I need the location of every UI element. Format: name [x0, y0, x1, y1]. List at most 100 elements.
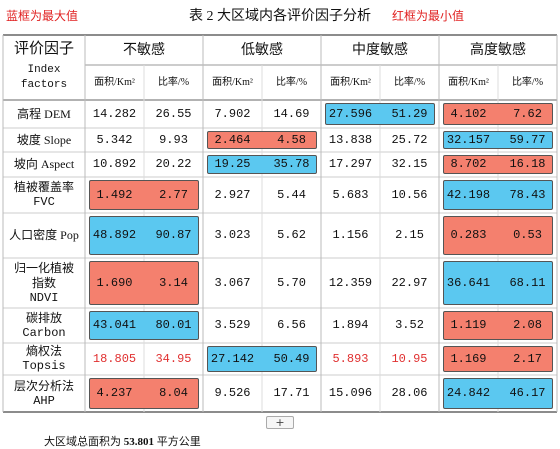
value-cell: 32.15	[391, 157, 428, 171]
group-header: 中度敏感	[352, 42, 408, 58]
factor-line: FVC	[33, 195, 55, 209]
highlight-box	[89, 261, 199, 305]
value-cell: 7.902	[214, 106, 251, 121]
value-cell: 27.142	[210, 351, 255, 366]
value-cell: 0.53	[513, 228, 542, 242]
factor-line: Carbon	[22, 325, 66, 340]
value-cell: 48.892	[92, 228, 137, 242]
value-cell: 2.08	[513, 318, 542, 332]
expand-button[interactable]: +	[266, 416, 294, 429]
highlight-box	[443, 378, 553, 409]
value-cell: 24.842	[446, 386, 491, 400]
footer-suffix: 平方公里	[156, 436, 201, 448]
value-cell: 26.55	[155, 106, 192, 121]
value-cell: 17.71	[273, 386, 310, 400]
value-cell: 3.52	[395, 318, 424, 332]
sub-header: 面积/Km²	[212, 77, 253, 88]
value-cell: 32.157	[446, 132, 491, 147]
value-cell: 12.359	[328, 275, 373, 290]
value-cell: 2.927	[214, 187, 251, 202]
value-cell: 2.17	[513, 351, 542, 366]
highlight-box	[207, 131, 317, 149]
factor-line: 碳排放	[25, 310, 62, 325]
sub-header: 比率/%	[511, 77, 544, 88]
factor-line: 坡度 Slope	[16, 132, 72, 147]
factor-header: 评价因子 Index factors	[3, 35, 85, 100]
value-cell: 15.096	[328, 386, 373, 400]
value-cell: 2.77	[159, 187, 188, 202]
factor-header-cn: 评价因子	[13, 41, 74, 57]
value-cell: 50.49	[273, 351, 310, 366]
factor-line: NDVI	[29, 290, 59, 305]
value-cell: 8.702	[450, 157, 487, 171]
value-cell: 19.25	[214, 157, 251, 171]
value-cell: 4.102	[450, 106, 487, 121]
value-cell: 3.14	[159, 275, 188, 290]
sub-header: 面积/Km²	[448, 77, 489, 88]
footer: 大区域总面积为 53.801 平方公里	[44, 433, 201, 449]
value-cell: 90.87	[155, 228, 192, 242]
highlight-box	[325, 103, 435, 125]
highlight-box	[443, 103, 553, 125]
factor-cell: 层次分析法 AHP	[3, 375, 85, 412]
value-cell: 8.04	[159, 386, 188, 400]
value-cell: 2.464	[214, 132, 251, 147]
highlight-box	[89, 311, 199, 340]
value-cell: 27.596	[328, 106, 373, 121]
value-cell: 1.690	[96, 275, 133, 290]
value-cell: 5.683	[332, 187, 369, 202]
value-cell: 5.62	[277, 228, 306, 242]
highlight-box	[443, 216, 553, 255]
group-header: 低敏感	[241, 42, 283, 58]
factor-cell: 坡度 Slope	[3, 128, 85, 152]
sub-header: 比率/%	[275, 77, 308, 88]
factor-cell: 归一化植被 指数 NDVI	[3, 258, 85, 308]
highlight-box	[443, 155, 553, 174]
value-cell: 10.56	[391, 187, 428, 202]
factor-line: 层次分析法	[13, 378, 74, 393]
value-cell: 2.15	[395, 228, 424, 242]
value-cell: 36.641	[446, 275, 491, 290]
sub-header: 比率/%	[157, 77, 190, 88]
note-right: 红框为最小值	[392, 9, 465, 23]
highlight-box	[89, 216, 199, 255]
factor-line: 人口密度 Pop	[9, 228, 79, 242]
factor-cell: 坡向 Aspect	[3, 152, 85, 177]
value-cell: 28.06	[391, 386, 428, 400]
value-cell: 4.58	[277, 132, 306, 147]
highlight-box	[443, 261, 553, 305]
value-cell: 1.894	[332, 318, 369, 332]
highlight-box	[207, 155, 317, 174]
value-cell: 80.01	[155, 318, 192, 332]
value-cell: 5.70	[277, 275, 306, 290]
value-cell: 1.492	[96, 187, 133, 202]
sub-header: 面积/Km²	[94, 77, 135, 88]
value-cell: 59.77	[509, 132, 546, 147]
value-cell: 22.97	[391, 275, 428, 290]
value-cell: 14.282	[92, 106, 137, 121]
highlight-box	[89, 378, 199, 409]
group-header: 不敏感	[123, 42, 165, 58]
value-cell: 9.93	[159, 132, 188, 147]
value-cell: 20.22	[155, 157, 192, 171]
value-cell: 3.067	[214, 275, 251, 290]
value-cell: 46.17	[509, 386, 546, 400]
highlight-box	[443, 131, 553, 149]
highlight-box	[207, 346, 317, 372]
factor-line: Topsis	[22, 359, 66, 373]
value-cell: 5.44	[277, 187, 306, 202]
value-cell: 16.18	[509, 157, 546, 171]
highlight-box	[443, 346, 553, 372]
highlight-box	[443, 180, 553, 210]
value-cell: 1.119	[450, 318, 487, 332]
factor-cell: 人口密度 Pop	[3, 213, 85, 258]
group-header: 高度敏感	[470, 42, 526, 58]
value-cell: 14.69	[273, 106, 310, 121]
factor-header-en: Index factors	[20, 64, 68, 91]
footer-value: 53.801	[123, 436, 154, 448]
factor-line: 熵权法	[25, 344, 62, 358]
value-cell: 17.297	[328, 157, 373, 171]
sub-header: 面积/Km²	[330, 77, 371, 88]
value-cell: 7.62	[513, 106, 542, 121]
